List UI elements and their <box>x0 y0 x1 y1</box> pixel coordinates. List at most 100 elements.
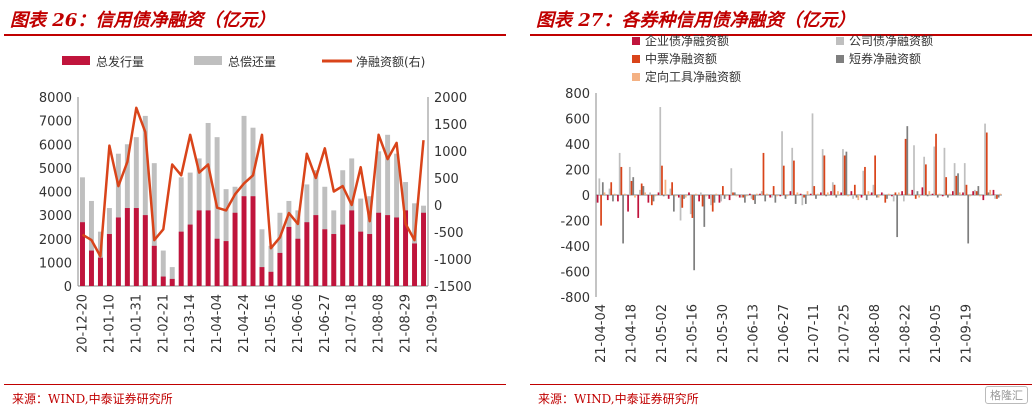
left-y2-tick-label: 1500 <box>434 118 467 133</box>
right-bar-ppn <box>847 195 849 197</box>
right-bar-short <box>865 195 868 201</box>
right-legend-label-0: 企业债净融资额 <box>645 33 729 48</box>
right-bar-mtn <box>650 195 653 206</box>
right-legend-swatch-2 <box>632 55 640 63</box>
left-bar-issuance <box>376 212 382 286</box>
right-bar-company <box>750 195 753 199</box>
right-source-note: 来源：WIND,中泰证券研究所 <box>538 392 699 406</box>
right-bar-ppn <box>623 193 626 195</box>
left-bar-issuance <box>178 231 184 286</box>
left-x-tick-label: 21-02-21 <box>156 294 171 353</box>
right-bar-enterprise <box>850 191 853 195</box>
left-y2-tick-label: 1000 <box>434 145 467 160</box>
right-bar-short <box>612 195 614 202</box>
left-bar-issuance <box>115 217 121 286</box>
right-x-tick-label: 21-08-22 <box>899 304 914 363</box>
right-bar-enterprise <box>982 195 985 201</box>
right-footer-rule <box>530 384 1032 385</box>
right-bar-company <box>913 145 915 195</box>
right-bar-ppn <box>806 191 809 195</box>
left-bar-issuance <box>358 231 364 286</box>
left-y2-tick-label: 2000 <box>434 91 467 106</box>
right-bar-ppn <box>928 191 931 195</box>
right-bar-short <box>815 195 817 199</box>
left-bar-issuance <box>142 215 148 286</box>
right-bar-enterprise <box>860 195 863 198</box>
right-bar-mtn <box>985 132 988 195</box>
right-bar-short <box>703 195 706 227</box>
left-bar-issuance <box>241 196 247 286</box>
left-bar-issuance <box>151 245 157 286</box>
right-bar-company <box>984 123 986 195</box>
right-bar-enterprise <box>708 195 711 199</box>
right-x-tick-label: 21-07-25 <box>838 304 853 363</box>
left-x-tick-label: 21-05-16 <box>264 294 279 353</box>
left-bar-repayment <box>151 163 157 286</box>
right-legend-swatch-4 <box>632 73 640 81</box>
left-x-tick-label: 21-03-14 <box>183 294 198 353</box>
right-bar-mtn <box>864 166 866 195</box>
right-bar-short <box>683 195 685 199</box>
right-bar-company <box>618 152 621 195</box>
right-y-tick-label: -600 <box>560 266 590 281</box>
right-bar-short <box>977 186 980 195</box>
right-bar-mtn <box>793 160 795 195</box>
right-bar-enterprise <box>972 191 975 195</box>
right-bar-ppn <box>999 193 1002 195</box>
right-bar-mtn <box>884 195 887 203</box>
right-bar-short <box>916 191 919 195</box>
right-bar-short <box>784 195 787 199</box>
right-bar-mtn <box>823 155 826 195</box>
left-y-tick-label: 7000 <box>39 115 72 130</box>
right-bar-ppn <box>877 195 880 198</box>
right-bar-ppn <box>867 191 870 195</box>
right-bar-company <box>872 184 875 195</box>
right-bar-short <box>713 195 716 203</box>
right-bar-company <box>771 195 773 198</box>
right-bar-company <box>669 188 672 195</box>
right-bar-enterprise <box>769 195 772 198</box>
right-bar-short <box>906 126 909 195</box>
left-legend-label-1: 总偿还量 <box>228 54 276 69</box>
right-bar-short <box>672 195 675 212</box>
right-bar-short <box>662 195 665 197</box>
left-y2-tick-label: -1000 <box>434 253 472 268</box>
right-bar-company <box>740 195 743 198</box>
left-bar-issuance <box>295 238 301 286</box>
right-bar-company <box>842 149 844 195</box>
right-bar-enterprise <box>941 195 944 197</box>
left-bar-issuance <box>349 210 355 286</box>
right-bar-company <box>598 178 601 195</box>
right-bar-mtn <box>610 182 613 195</box>
right-bar-company <box>963 163 966 195</box>
right-bar-short <box>835 195 838 198</box>
right-bar-short <box>967 195 970 244</box>
right-bar-enterprise <box>840 192 843 195</box>
right-bar-enterprise <box>627 195 629 212</box>
left-x-tick-label: 20-12-20 <box>75 294 90 353</box>
right-bar-short <box>764 195 767 202</box>
left-legend-label-2: 净融资额(右) <box>356 54 425 69</box>
right-bar-ppn <box>735 195 738 197</box>
left-x-tick-label: 21-08-29 <box>399 294 414 353</box>
left-chart-svg: 总发行量 总偿还量 净融资额(右)0100020003000400050006000… <box>39 54 472 353</box>
left-chart-panel: 图表 26：信用债净融资（亿元） 总发行量 总偿还量 净融资额(右) 0 1000 200… <box>0 0 510 411</box>
left-bar-issuance <box>80 222 85 286</box>
left-x-tick-label: 21-01-10 <box>102 294 117 353</box>
right-legend-label-1: 公司债净融资额 <box>849 34 933 48</box>
right-bar-mtn <box>762 152 765 195</box>
left-bar-issuance <box>223 241 229 286</box>
right-bar-mtn <box>661 165 663 195</box>
right-bar-enterprise <box>718 195 721 203</box>
right-bar-company <box>760 191 763 195</box>
right-bar-enterprise <box>962 192 964 195</box>
right-y-tick-label: 600 <box>565 113 590 128</box>
right-bar-mtn <box>874 155 876 195</box>
right-bar-company <box>994 195 997 199</box>
watermark-logo: 格隆汇 <box>985 386 1028 404</box>
right-bar-enterprise <box>901 191 903 195</box>
right-bar-mtn <box>691 195 694 218</box>
right-bar-mtn <box>701 195 704 207</box>
right-bar-short <box>875 195 878 198</box>
right-bar-enterprise <box>759 193 761 195</box>
